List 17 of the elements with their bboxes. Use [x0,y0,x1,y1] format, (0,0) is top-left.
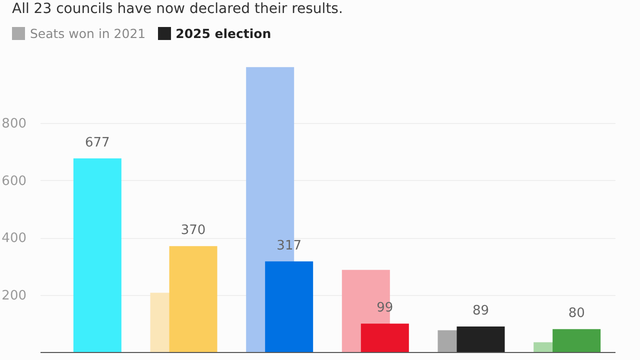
chart-subtitle: All 23 councils have now declared their results. [12,1,343,18]
y-tick-label: 800 [2,116,26,132]
bar [73,158,122,352]
data-label: 80 [568,306,585,322]
bar [169,246,218,352]
data-label: 89 [472,304,490,319]
bar [265,261,314,352]
y-tick-label: 400 [2,231,26,246]
data-label: 370 [180,223,206,238]
y-tick-label: 200 [2,288,26,304]
legend-label: Seats won in 2021 [30,26,146,41]
legend-label: 2025 election [176,26,272,41]
bar [456,326,505,352]
data-label: 677 [85,135,110,150]
bar [360,324,409,352]
y-tick-label: 600 [2,174,26,189]
bar [552,329,601,352]
